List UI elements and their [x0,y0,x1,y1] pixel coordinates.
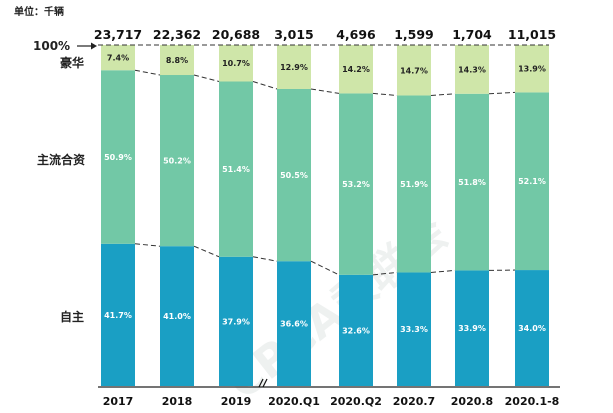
bar-segment [455,45,489,94]
bar-segment [160,246,194,386]
data-label: 34.0% [518,324,546,333]
connector-line [193,74,220,82]
bars-layer [101,45,549,386]
bar-segment [101,45,135,71]
connector-line [193,245,220,258]
bar-segment [339,93,373,275]
data-label: 53.2% [342,180,370,189]
connector-line [134,69,161,76]
connector-line [134,243,161,247]
bar-segment [397,272,431,386]
total-label: 20,688 [212,27,260,42]
bar-segment [455,93,489,271]
total-label: 1,704 [452,27,492,42]
data-label: 52.1% [518,177,546,186]
data-label: 33.9% [458,324,486,333]
series-label-luxury: 豪华 [60,55,84,70]
data-label: 32.6% [342,326,370,335]
data-label: 51.8% [458,178,486,187]
axis-break [258,378,268,388]
data-label: 33.3% [400,325,428,334]
category-label: 2020.Q1 [268,395,320,408]
data-label: 12.9% [280,63,308,72]
bar-segment [219,81,253,257]
connector-line [252,256,278,262]
bar-segment [160,45,194,76]
data-label: 8.8% [166,56,188,65]
data-label: 14.3% [458,65,486,74]
data-label: 51.4% [222,165,250,174]
total-label: 23,717 [94,27,142,42]
series-label-jv: 主流合资 [37,152,85,167]
connector-line [310,88,340,94]
bar-segment [101,70,135,244]
bar-segment [277,261,311,386]
category-label: 2019 [221,395,252,408]
category-label: 2020.8 [451,395,493,408]
bar-segment [397,45,431,96]
connector-line [430,93,456,96]
bar-segment [397,95,431,273]
data-label: 37.9% [222,317,250,326]
category-label: 2020.7 [393,395,435,408]
connector-line [372,271,398,276]
total-label: 4,696 [336,27,376,42]
top-arrow [77,42,97,50]
data-label: 51.9% [400,180,428,189]
bar-segment [515,45,549,93]
data-label: 50.2% [163,157,191,166]
bar-segment [277,88,311,262]
connector-line [372,92,398,96]
data-label: 36.6% [280,320,308,329]
total-label: 1,599 [394,27,434,42]
bar-segment [515,270,549,386]
bar-segment [160,75,194,247]
bar-segment [455,270,489,386]
bar-segment [339,274,373,386]
connector-lines [98,44,560,388]
connector-line [488,91,516,95]
bar-segment [219,256,253,386]
bar-segment [101,243,135,386]
bar-segment [277,45,311,89]
data-label: 50.9% [104,153,132,162]
bar-segment [219,45,253,82]
bar-segment [339,45,373,94]
data-label: 10.7% [222,59,250,68]
connector-line [252,81,278,90]
bar-segment [515,92,549,271]
labels-layer: 41.7% 50.9% 7.4% 23,717 2017 41.0% 50.2% 8.8% 22… [94,27,559,408]
top-percent-label: 100% [33,39,70,53]
total-label: 11,015 [508,27,556,42]
data-label: 41.7% [104,311,132,320]
series-label-domestic: 自主 [60,309,84,324]
total-label: 22,362 [153,27,201,42]
data-label: 50.5% [280,171,308,180]
data-label: 14.2% [342,65,370,74]
category-label: 2020.1-8 [505,395,560,408]
connector-line [310,260,340,276]
category-label: 2020.Q2 [330,395,382,408]
data-label: 7.4% [107,54,129,63]
data-label: 13.9% [518,65,546,74]
unit-label: 单位：千辆 [14,5,64,18]
category-label: 2017 [103,395,134,408]
data-label: 41.0% [163,312,191,321]
connector-line [430,269,456,273]
data-label: 14.7% [400,66,428,75]
total-label: 3,015 [274,27,314,42]
category-label: 2018 [162,395,193,408]
